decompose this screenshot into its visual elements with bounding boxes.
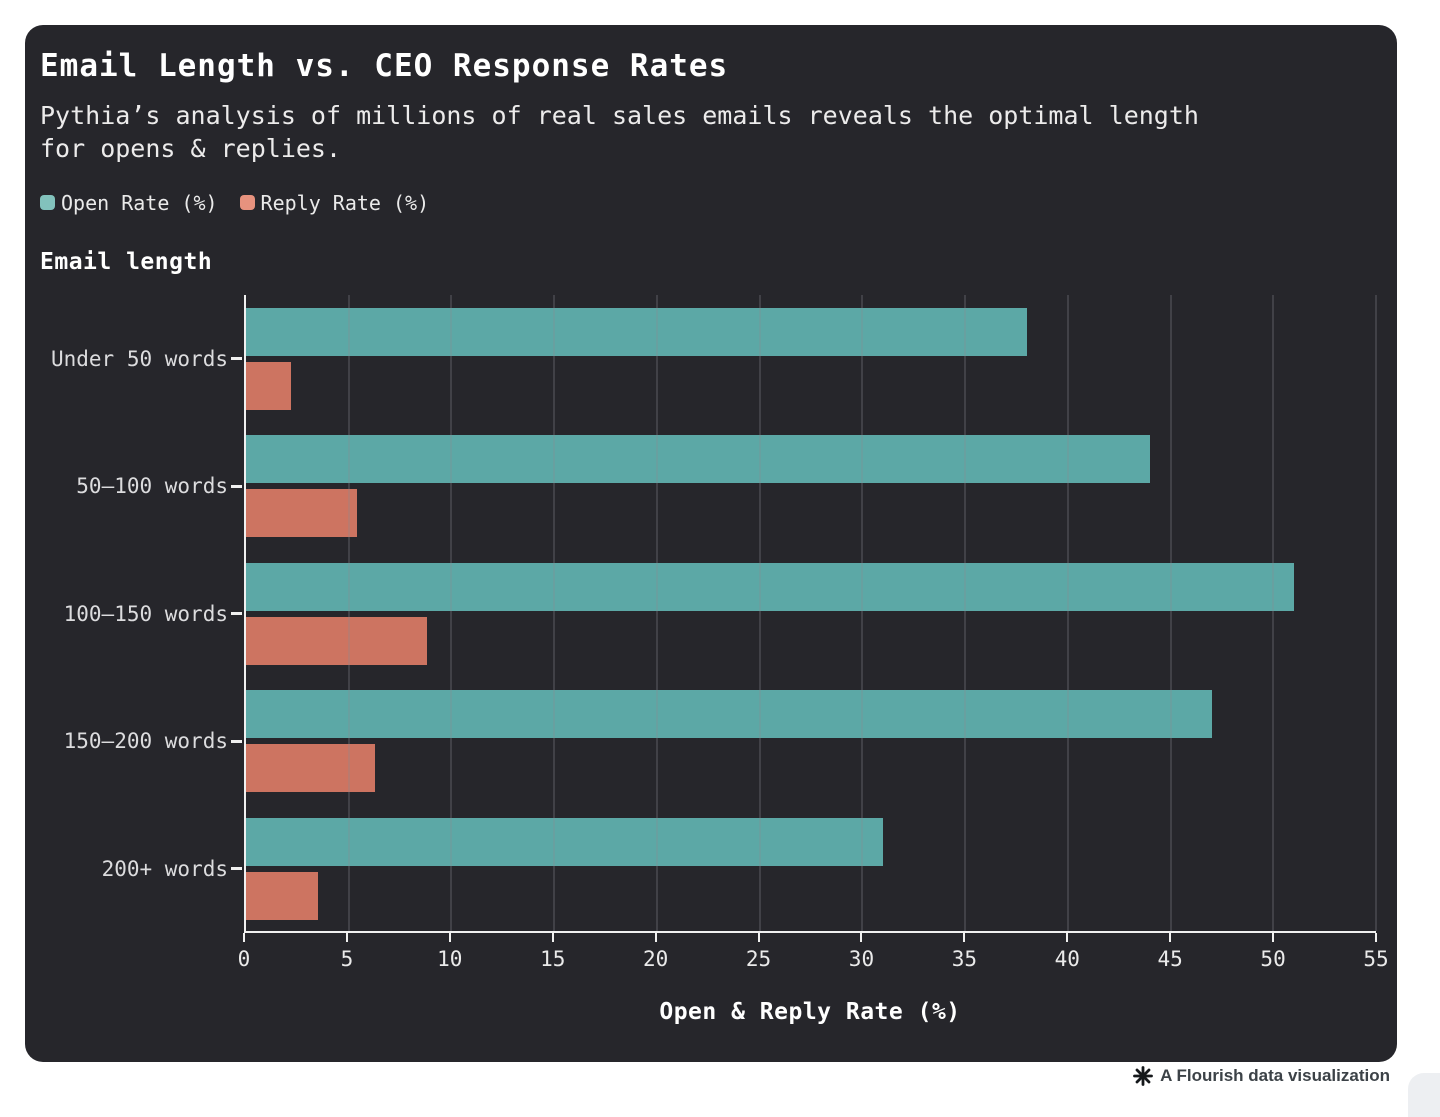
x-axis-tick-label-20: 20: [642, 946, 669, 971]
gridline-10: [450, 294, 452, 931]
x-axis-tick-55: [1375, 932, 1377, 942]
x-axis-title: Open & Reply Rate (%): [659, 998, 961, 1025]
x-axis-tick-label-15: 15: [540, 946, 566, 971]
bar-open-rate[interactable]: [246, 307, 1027, 356]
category-label: 50–100 words: [76, 474, 228, 499]
legend-label: Reply Rate (%): [260, 190, 430, 215]
x-axis-tick-label-0: 0: [237, 946, 251, 971]
x-axis-tick-25: [757, 932, 760, 942]
x-axis-tick-label-30: 30: [848, 946, 875, 971]
category-tick: [231, 867, 242, 871]
open-rate-swatch-icon: [40, 195, 55, 211]
gridline-45: [1170, 294, 1172, 931]
category-tick: [231, 612, 242, 616]
bar-group: [246, 805, 1376, 933]
bar-reply-rate[interactable]: [246, 616, 427, 665]
bar-group: [246, 678, 1376, 806]
x-axis-tick-15: [551, 932, 554, 942]
chart-body: Under 50 words 50–100 words 100–150 words 1…: [40, 294, 1382, 933]
y-axis-title: Email length: [40, 248, 213, 275]
x-axis-tick-40: [1066, 932, 1069, 942]
x-axis: 0 5 10 15 20 25 30 35 40 45 50 55 Open & Reply Rate…: [238, 932, 1389, 1025]
x-axis-tick-label-35: 35: [951, 946, 978, 971]
x-axis-tick-labels: 0 5 10 15 20 25 30 35 40 45 50 55: [238, 943, 1389, 971]
gridline-25: [759, 294, 761, 931]
x-axis-ticks: [243, 932, 1377, 943]
gridline-15: [553, 294, 555, 931]
gridline-20: [656, 294, 658, 931]
legend: Open Rate (%) Reply Rate (%): [40, 191, 1382, 215]
x-axis-tick-label-45: 45: [1157, 946, 1183, 971]
legend-item-open-rate: Open Rate (%): [40, 191, 218, 215]
x-axis-tick-35: [963, 932, 966, 942]
x-axis-tick-label-50: 50: [1260, 946, 1286, 971]
bar-group: [246, 295, 1376, 423]
chart-subtitle: Pythia’s analysis of millions of real sa…: [40, 100, 1199, 163]
x-axis-tick-label-10: 10: [437, 946, 463, 971]
category-label: Under 50 words: [50, 346, 228, 371]
gridline-30: [861, 294, 863, 931]
category-label: 100–150 words: [63, 601, 228, 626]
category-tick: [231, 739, 242, 743]
x-axis-tick-0: [243, 932, 245, 942]
x-axis-tick-50: [1272, 932, 1275, 942]
x-axis-tick-label-40: 40: [1054, 946, 1080, 971]
x-axis-tick-label-25: 25: [745, 946, 772, 971]
flourish-attribution-link[interactable]: A Flourish data visualization: [1133, 1066, 1390, 1086]
x-axis-tick-label-55: 55: [1363, 946, 1389, 971]
bar-group: [246, 550, 1376, 678]
chart-card: Email Length vs. CEO Response Rates Pyth…: [25, 25, 1397, 1062]
bar-reply-rate[interactable]: [246, 744, 376, 793]
bar-open-rate[interactable]: [246, 817, 883, 866]
bar-open-rate[interactable]: [246, 435, 1150, 484]
bar-group: [246, 422, 1376, 550]
bar-reply-rate[interactable]: [246, 361, 292, 410]
gridline-35: [964, 294, 966, 931]
y-axis-labels: Under 50 words 50–100 words 100–150 words 1…: [40, 295, 244, 933]
x-axis-tick-10: [448, 932, 451, 942]
bar-open-rate[interactable]: [246, 690, 1212, 739]
chart-title: Email Length vs. CEO Response Rates: [40, 48, 729, 84]
reply-rate-swatch-icon: [239, 195, 255, 211]
category-tick: [231, 484, 242, 488]
x-axis-tick-30: [860, 932, 863, 942]
x-axis-tick-45: [1169, 932, 1172, 942]
bar-reply-rate[interactable]: [246, 489, 357, 538]
legend-item-reply-rate: Reply Rate (%): [239, 190, 430, 215]
x-axis-tick-5: [345, 932, 348, 942]
gridline-50: [1272, 294, 1274, 931]
bar-reply-rate[interactable]: [246, 871, 318, 920]
x-axis-tick-20: [654, 932, 657, 942]
plot-area: [244, 294, 1377, 933]
gridline-5: [348, 294, 350, 931]
gridline-40: [1067, 294, 1069, 931]
category-label: 150–200 words: [63, 729, 228, 754]
attribution-text: A Flourish data visualization: [1160, 1066, 1390, 1085]
category-tick: [231, 357, 242, 361]
legend-label: Open Rate (%): [61, 190, 218, 215]
category-label: 200+ words: [101, 856, 228, 881]
x-axis-tick-label-5: 5: [340, 946, 354, 971]
flourish-asterisk-icon: [1133, 1066, 1154, 1086]
bar-open-rate[interactable]: [246, 562, 1294, 611]
gridline-55: [1375, 294, 1377, 931]
corner-shape: [1408, 1073, 1440, 1117]
